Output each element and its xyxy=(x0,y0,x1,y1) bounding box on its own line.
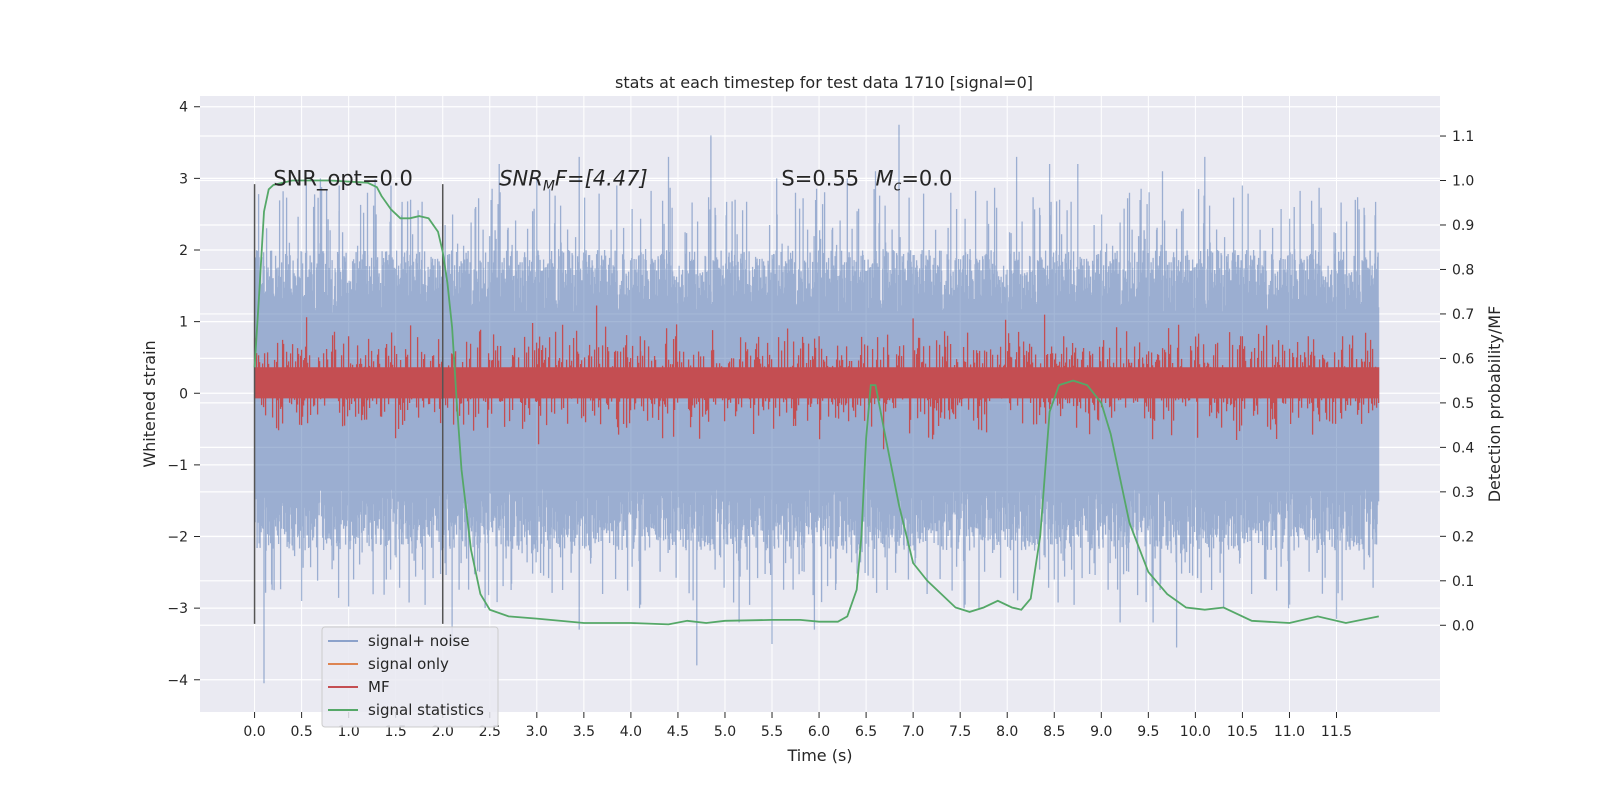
stats-series xyxy=(253,179,1379,626)
x-tick-label: 1.5 xyxy=(385,724,407,740)
y2-tick-label: 0.8 xyxy=(1452,262,1474,278)
y-tick-label: 0 xyxy=(179,386,188,402)
y2-tick-label: 0.3 xyxy=(1452,485,1474,501)
y2-tick-label: 1.1 xyxy=(1452,129,1474,145)
legend: signal+ noise signal only MF signal statist… xyxy=(321,626,499,728)
x-tick-label: 11.5 xyxy=(1321,724,1352,740)
annotations: SNR_opt=0.0 SNRMF=[4.47] S=0.55 Mc=0.0 xyxy=(273,166,952,194)
legend-label: signal statistics xyxy=(368,701,484,719)
x-tick-label: 10.0 xyxy=(1180,724,1211,740)
annotation-2: S=0.55 xyxy=(781,166,859,190)
y-tick-label: 2 xyxy=(179,243,188,259)
x-tick-label: 2.0 xyxy=(432,724,454,740)
y2-tick-label: 0.7 xyxy=(1452,307,1474,323)
y2-tick-label: 0.0 xyxy=(1452,618,1474,634)
y2-tick-label: 0.9 xyxy=(1452,218,1474,234)
y2-axis-label: Detection probability/MF xyxy=(1485,306,1504,503)
x-tick-label: 0.0 xyxy=(243,724,265,740)
annotation-text: M xyxy=(876,166,894,190)
y-tick-label: 3 xyxy=(179,171,188,187)
x-tick-label: 6.5 xyxy=(855,724,877,740)
x-tick-label: 1.0 xyxy=(338,724,360,740)
y-tick-label: −4 xyxy=(167,673,188,689)
x-tick-label: 11.0 xyxy=(1274,724,1305,740)
annotation-tail: F=[4.47] xyxy=(555,166,648,190)
x-tick-label: 7.5 xyxy=(949,724,971,740)
y-axis-right: 1.1 1.0 0.9 0.8 0.7 0.6 0.5 0.4 0.3 0.2 0.1 0.0 xyxy=(1440,129,1474,634)
y-tick-label: 1 xyxy=(179,315,188,331)
y-tick-label: 4 xyxy=(179,100,188,116)
x-tick-label: 4.0 xyxy=(620,724,642,740)
annotation-text: S=0.55 xyxy=(781,166,859,190)
annotation-text: SNR xyxy=(499,166,543,190)
annotation-text: SNR_opt=0.0 xyxy=(273,166,413,191)
x-tick-label: 9.5 xyxy=(1137,724,1159,740)
x-axis-label: Time (s) xyxy=(786,746,852,765)
annotation-sub: c xyxy=(894,178,902,194)
x-tick-label: 8.5 xyxy=(1043,724,1065,740)
x-tick-label: 3.5 xyxy=(573,724,595,740)
annotation-0: SNR_opt=0.0 xyxy=(273,166,413,191)
x-tick-label: 6.0 xyxy=(808,724,830,740)
x-tick-label: 9.0 xyxy=(1090,724,1112,740)
y-tick-label: −2 xyxy=(167,530,188,546)
x-tick-label: 3.0 xyxy=(526,724,548,740)
x-tick-label: 8.0 xyxy=(996,724,1018,740)
x-tick-label: 5.0 xyxy=(714,724,736,740)
y2-tick-label: 0.2 xyxy=(1452,529,1474,545)
legend-label: signal+ noise xyxy=(368,632,470,650)
y-axis-left: 4 3 2 1 0 −1 −2 −3 −4 xyxy=(167,100,200,689)
y2-tick-label: 0.1 xyxy=(1452,574,1474,590)
x-tick-label: 4.5 xyxy=(667,724,689,740)
x-tick-label: 5.5 xyxy=(761,724,783,740)
x-tick-label: 7.0 xyxy=(902,724,924,740)
y-tick-label: −1 xyxy=(167,458,188,474)
legend-label: MF xyxy=(368,678,390,696)
y-axis-label: Whitened strain xyxy=(140,340,159,467)
x-axis: 0.0 0.5 1.0 1.5 2.0 2.5 3.0 3.5 4.0 4.5 5.0 5.5 6.0 6… xyxy=(243,712,1352,740)
legend-label: signal only xyxy=(368,655,449,673)
stats-trace xyxy=(253,179,1379,626)
y2-tick-label: 0.6 xyxy=(1452,351,1474,367)
annotation-sub: M xyxy=(543,178,555,194)
annotation-3: Mc=0.0 xyxy=(876,166,953,194)
chart-title: stats at each timestep for test data 171… xyxy=(615,73,1033,92)
y2-tick-label: 0.5 xyxy=(1452,396,1474,412)
annotation-tail: =0.0 xyxy=(901,166,952,190)
annotation-1: SNRMF=[4.47] xyxy=(499,166,648,194)
x-tick-label: 2.5 xyxy=(479,724,501,740)
x-tick-label: 0.5 xyxy=(290,724,312,740)
y2-tick-label: 1.0 xyxy=(1452,174,1474,190)
x-tick-label: 10.5 xyxy=(1227,724,1258,740)
legend-box xyxy=(321,626,499,728)
y-tick-label: −3 xyxy=(167,601,188,617)
y2-tick-label: 0.4 xyxy=(1452,440,1474,456)
